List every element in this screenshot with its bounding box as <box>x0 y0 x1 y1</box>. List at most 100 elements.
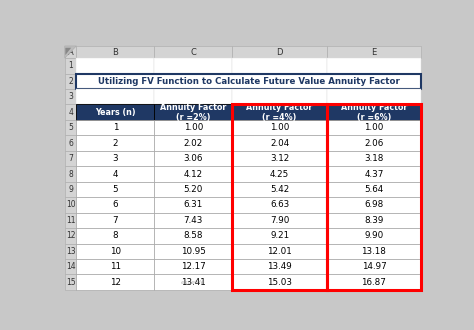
Text: 7.43: 7.43 <box>184 216 203 225</box>
Bar <box>65 135 76 151</box>
Text: 1: 1 <box>68 61 73 70</box>
Text: 10.95: 10.95 <box>181 247 206 256</box>
Bar <box>65 197 76 213</box>
Bar <box>232 213 327 228</box>
Text: 13: 13 <box>66 247 75 256</box>
Bar <box>65 105 76 120</box>
Text: Utilizing FV Function to Calculate Future Value Annuity Factor: Utilizing FV Function to Calculate Futur… <box>98 77 400 86</box>
Text: 5.42: 5.42 <box>270 185 289 194</box>
Text: 14: 14 <box>66 262 75 271</box>
Text: 5.20: 5.20 <box>184 185 203 194</box>
Text: 15: 15 <box>66 278 75 287</box>
Text: 13.49: 13.49 <box>267 262 292 271</box>
Text: 14.97: 14.97 <box>362 262 386 271</box>
Text: 11: 11 <box>66 216 75 225</box>
Bar <box>65 89 76 105</box>
Bar <box>232 182 327 197</box>
Text: C: C <box>191 48 196 56</box>
Bar <box>76 197 155 213</box>
Text: 4: 4 <box>68 108 73 117</box>
Text: 12: 12 <box>66 231 75 240</box>
Bar <box>155 151 232 166</box>
Text: Annuity Factor
(r =6%): Annuity Factor (r =6%) <box>341 103 407 122</box>
Text: 4.37: 4.37 <box>364 170 383 179</box>
Bar <box>65 259 76 275</box>
Text: Years (n): Years (n) <box>95 108 136 117</box>
Text: 3.06: 3.06 <box>184 154 203 163</box>
Text: 15.03: 15.03 <box>267 278 292 287</box>
Bar <box>76 275 155 290</box>
Text: 10: 10 <box>66 200 75 210</box>
Bar <box>327 120 421 135</box>
Bar <box>65 46 76 58</box>
Text: Annuity Factor
(r =2%): Annuity Factor (r =2%) <box>160 103 227 122</box>
Text: 1.00: 1.00 <box>270 123 289 132</box>
Bar <box>65 120 76 135</box>
Bar <box>327 135 421 151</box>
Bar <box>232 244 327 259</box>
Text: 4.12: 4.12 <box>184 170 203 179</box>
Bar <box>327 58 421 74</box>
Bar <box>76 105 155 120</box>
Text: 4: 4 <box>113 170 118 179</box>
Polygon shape <box>65 46 76 58</box>
Bar <box>155 275 232 290</box>
Text: 3.12: 3.12 <box>270 154 289 163</box>
Text: excelde: excelde <box>181 280 206 285</box>
Text: 3.18: 3.18 <box>364 154 383 163</box>
Bar <box>232 228 327 244</box>
Bar <box>232 166 327 182</box>
Text: 10: 10 <box>110 247 121 256</box>
Bar <box>155 58 232 74</box>
Text: 6.98: 6.98 <box>365 200 383 210</box>
Bar <box>76 244 155 259</box>
Bar <box>76 166 155 182</box>
Bar <box>155 244 232 259</box>
Bar <box>155 213 232 228</box>
Bar <box>155 182 232 197</box>
Text: 12.01: 12.01 <box>267 247 292 256</box>
Bar <box>327 259 421 275</box>
Polygon shape <box>65 48 71 55</box>
Bar <box>76 120 155 135</box>
Text: 3: 3 <box>68 92 73 101</box>
Bar <box>65 151 76 166</box>
Text: 8.39: 8.39 <box>364 216 383 225</box>
Bar <box>155 228 232 244</box>
Bar <box>65 74 76 89</box>
Bar <box>76 228 155 244</box>
Bar <box>327 151 421 166</box>
Bar <box>155 259 232 275</box>
Bar <box>327 89 421 105</box>
Text: 8: 8 <box>112 231 118 240</box>
Bar <box>155 46 232 58</box>
Bar <box>155 135 232 151</box>
Bar <box>232 135 327 151</box>
Bar <box>327 105 421 120</box>
Bar <box>155 89 232 105</box>
Text: 9.90: 9.90 <box>365 231 383 240</box>
Bar <box>232 120 327 135</box>
Text: 2.04: 2.04 <box>270 139 289 148</box>
Bar <box>65 244 76 259</box>
Bar <box>76 151 155 166</box>
Bar <box>327 197 421 213</box>
Text: 16.87: 16.87 <box>362 278 386 287</box>
Bar <box>65 58 76 74</box>
Bar <box>327 213 421 228</box>
Text: 6.63: 6.63 <box>270 200 289 210</box>
Bar <box>155 197 232 213</box>
Text: 5.64: 5.64 <box>365 185 383 194</box>
Bar <box>232 275 327 290</box>
Text: 8: 8 <box>68 170 73 179</box>
Bar <box>327 275 421 290</box>
Bar <box>76 89 155 105</box>
Bar <box>232 58 327 74</box>
Bar <box>76 58 155 74</box>
Bar <box>155 166 232 182</box>
Bar <box>155 120 232 135</box>
Text: 13.41: 13.41 <box>181 278 206 287</box>
Bar <box>76 213 155 228</box>
Bar <box>65 228 76 244</box>
Bar <box>327 166 421 182</box>
